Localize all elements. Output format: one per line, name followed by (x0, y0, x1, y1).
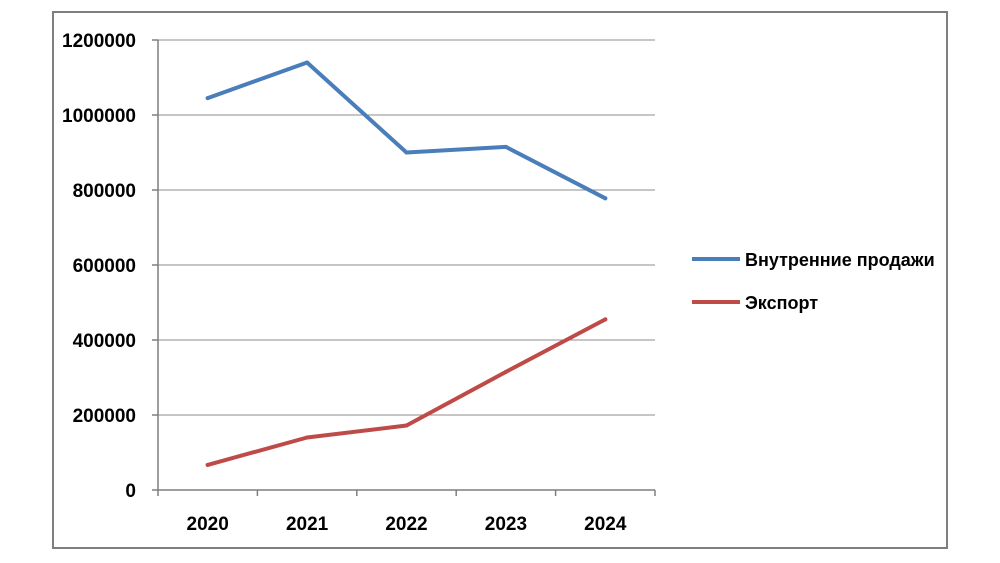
data-point (603, 317, 608, 322)
y-tick-label: 400000 (73, 331, 136, 352)
x-tick-labels: 2020 2021 2022 2023 2024 (187, 514, 627, 535)
x-tick-label: 2022 (385, 514, 427, 535)
y-tick-label: 200000 (73, 406, 136, 427)
y-tick-label: 1000000 (62, 106, 136, 127)
x-tick-label: 2021 (286, 514, 329, 535)
series-lines (205, 60, 608, 467)
y-tick-label: 1200000 (62, 31, 136, 52)
gridlines (152, 39, 656, 496)
series-line-1 (205, 60, 608, 201)
data-point (205, 462, 210, 467)
y-tick-label: 600000 (73, 256, 136, 277)
chart-frame (52, 11, 948, 549)
data-point (503, 144, 508, 149)
y-tick-labels: 0 200000 400000 600000 800000 1000000 1200000 (62, 31, 136, 502)
data-point (503, 369, 508, 374)
y-tick-label: 800000 (73, 181, 136, 202)
data-point (603, 196, 608, 201)
data-point (305, 60, 310, 65)
series-line-2 (205, 317, 608, 467)
legend-label-2: Экспорт (745, 293, 818, 313)
x-tick-label: 2023 (485, 514, 527, 535)
y-tick-label: 0 (125, 481, 136, 502)
data-point (305, 435, 310, 440)
legend-label-1: Внутренние продажи (745, 250, 935, 270)
axes (157, 40, 655, 491)
x-tick-label: 2020 (187, 514, 229, 535)
data-point (205, 96, 210, 101)
x-tick-label: 2024 (584, 514, 627, 535)
data-point (404, 423, 409, 428)
data-point (404, 150, 409, 155)
legend: Внутренние продажи Экспорт (692, 250, 935, 313)
